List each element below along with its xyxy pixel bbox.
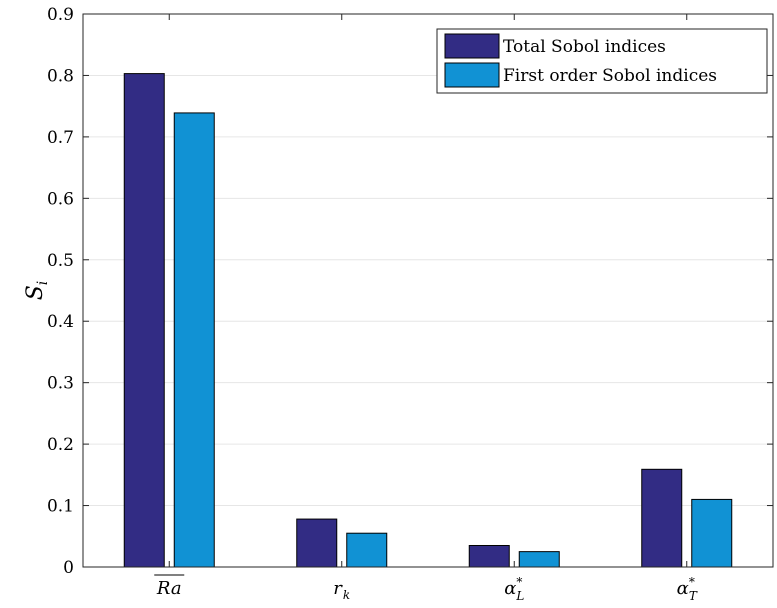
x-tick-label: α* L bbox=[504, 575, 524, 603]
x-tick-label-main: r bbox=[333, 578, 343, 599]
axes-box bbox=[82, 13, 774, 568]
y-tick-label: 0 bbox=[63, 558, 74, 578]
bar-first-order-3 bbox=[691, 498, 733, 568]
x-tick-label: rk bbox=[333, 578, 350, 602]
y-tick-label: 0.6 bbox=[47, 189, 74, 209]
y-tick-label: 0.7 bbox=[47, 128, 74, 148]
x-tick-label-main: Ra bbox=[156, 578, 182, 599]
ticks-layer: 0 0.1 0.2 0.3 0.4 0.5 0.6 0.7 0.8 0.9 bbox=[47, 5, 773, 578]
x-tick-label-sup: * bbox=[689, 575, 695, 589]
bar-total-0 bbox=[123, 73, 165, 568]
bar-total-1 bbox=[296, 518, 338, 568]
x-tick-label-main: α bbox=[504, 578, 516, 599]
x-tick-label-sub: k bbox=[343, 588, 350, 602]
bars-layer bbox=[123, 73, 733, 568]
bar-total-3 bbox=[641, 468, 683, 568]
y-axis-label-sub: i bbox=[35, 281, 51, 285]
bar-first-order-2 bbox=[518, 551, 560, 568]
y-axis-label: Si bbox=[23, 281, 51, 301]
y-tick-label: 0.2 bbox=[47, 435, 74, 455]
y-tick-label: 0.1 bbox=[47, 497, 74, 517]
legend-swatch bbox=[444, 33, 500, 59]
x-tick-label: Ra bbox=[156, 578, 182, 599]
x-tick-label-sup: * bbox=[516, 575, 522, 589]
y-axis-label-main: S bbox=[23, 285, 48, 300]
x-tick-label-main: α bbox=[677, 578, 689, 599]
bar-total-2 bbox=[468, 544, 510, 568]
axes-layer bbox=[82, 13, 774, 568]
legend-label: Total Sobol indices bbox=[503, 37, 666, 57]
legend-swatch bbox=[444, 62, 500, 88]
x-tick-label-sub: T bbox=[689, 589, 698, 603]
x-tick-label-sub: L bbox=[515, 589, 524, 603]
bar-first-order-0 bbox=[173, 112, 215, 568]
legend-label: First order Sobol indices bbox=[503, 66, 717, 86]
y-tick-label: 0.4 bbox=[47, 312, 74, 332]
y-tick-label: 0.3 bbox=[47, 374, 74, 394]
x-tick-label: α* T bbox=[677, 575, 698, 603]
legend: Total Sobol indices First order Sobol ind… bbox=[436, 28, 768, 94]
y-tick-label: 0.9 bbox=[47, 5, 74, 25]
y-tick-label: 0.8 bbox=[47, 66, 74, 86]
y-tick-label: 0.5 bbox=[47, 251, 74, 271]
bar-first-order-1 bbox=[346, 532, 388, 568]
